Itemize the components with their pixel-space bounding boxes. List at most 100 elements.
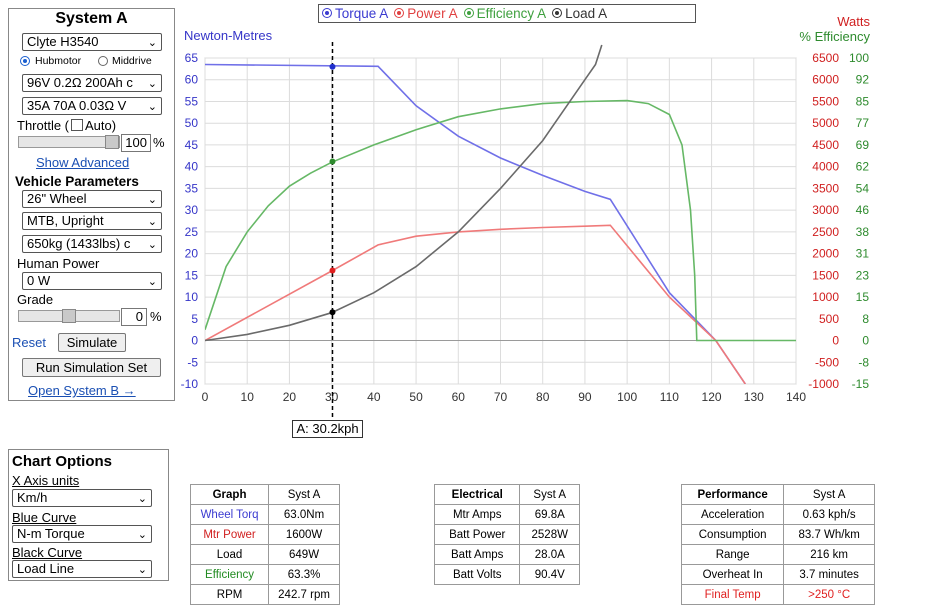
table-row: Batt Amps 28.0A [433,544,580,565]
y-eff-tick-label: 23 [856,268,870,282]
grade-slider[interactable] [18,309,120,323]
y-watts-tick-label: 1500 [812,268,839,282]
simulate-button[interactable]: Simulate [58,333,126,352]
y-watts-tick-label: 5500 [812,94,839,108]
radio-hubmotor[interactable] [20,56,30,66]
elec-label: Mtr Amps [433,504,521,525]
reset-link[interactable]: Reset [12,335,46,350]
legend-item[interactable]: Power A [394,6,458,21]
x-axis-units-select[interactable]: Km/h ⌄ [12,489,152,507]
legend-item[interactable]: Efficiency A [463,6,546,21]
chevron-down-icon: ⌄ [147,194,157,206]
y-watts-tick-label: -500 [815,355,839,369]
marker-dot [329,158,336,165]
blue-curve-value: N-m Torque [17,526,85,541]
chart-options-title: Chart Options [12,453,112,470]
throttle-slider[interactable] [18,135,120,149]
y-left-tick-label: 55 [185,94,199,108]
y-left-tick-label: 45 [185,138,199,152]
blue-curve-select[interactable]: N-m Torque ⌄ [12,525,152,543]
y-left-tick-label: 65 [185,51,199,65]
x-tick-label: 50 [409,390,423,404]
y-eff-tick-label: 54 [856,181,870,195]
electrical-results-table: Electrical Syst A Mtr Amps 69.8A Batt Power 2… [433,484,580,585]
elec-label: Batt Volts [433,564,521,585]
simulation-chart[interactable]: 0 10 20 30 40 50 60 70 80 90 100 110 120 130 140-10-50… [0,0,929,445]
throttle-input[interactable]: 100 [121,134,151,152]
grade-slider-handle[interactable] [62,309,76,323]
y-left-tick-label: 50 [185,116,199,130]
open-system-b-link[interactable]: Open System B → [28,383,136,398]
radio-middrive[interactable] [98,56,108,66]
x-tick-label: 120 [702,390,722,404]
right-axis-title-watts: Watts [837,14,870,29]
y-left-tick-label: 40 [185,160,199,174]
controller-select[interactable]: 35A 70A 0.03Ω V ⌄ [22,97,162,115]
chevron-down-icon: ⌄ [147,78,157,90]
cursor-readout: A: 30.2kph [292,420,363,438]
elec-header-1: Syst A [519,484,580,505]
x-tick-label: 20 [283,390,297,404]
table-row: Final Temp >250 °C [680,584,875,605]
y-watts-tick-label: 0 [832,334,839,348]
battery-select-value: 96V 0.2Ω 200Ah c [27,75,133,90]
marker-dot [329,309,336,316]
human-power-label: Human Power [17,256,100,271]
wheel-select[interactable]: 26" Wheel ⌄ [22,190,162,208]
posture-select[interactable]: MTB, Upright ⌄ [22,212,162,230]
perf-label: Range [680,544,785,565]
chart-grid [204,57,797,385]
chevron-down-icon: ⌄ [137,529,147,541]
marker-dot [329,63,336,70]
human-power-select[interactable]: 0 W ⌄ [22,272,162,290]
performance-results-table: Performance Syst A Acceleration 0.63 kph/s C… [680,484,875,605]
motor-select-value: Clyte H3540 [27,34,99,49]
chevron-down-icon: ⌄ [147,37,157,49]
y-eff-tick-label: 62 [856,160,870,174]
y-left-tick-label: 15 [185,268,199,282]
y-eff-tick-label: 0 [862,334,869,348]
show-advanced-link[interactable]: Show Advanced [36,155,130,170]
y-eff-tick-label: 8 [862,312,869,326]
chevron-down-icon: ⌄ [137,564,147,576]
x-tick-label: 10 [241,390,255,404]
x-tick-label: 100 [617,390,637,404]
grade-input[interactable]: 0 [121,308,147,326]
y-eff-tick-label: -8 [858,355,869,369]
graph-header-1: Syst A [268,484,340,505]
y-eff-tick-label: 46 [856,203,870,217]
table-row: Load 649W [189,544,340,565]
battery-select[interactable]: 96V 0.2Ω 200Ah c ⌄ [22,74,162,92]
grade-percent: % [150,309,162,324]
y-watts-tick-label: 1000 [812,290,839,304]
legend-item[interactable]: Load A [552,6,607,21]
chart-options-panel: Chart Options X Axis units Km/h ⌄ Blue C… [8,449,169,581]
motor-select[interactable]: Clyte H3540 ⌄ [22,33,162,51]
mass-select[interactable]: 650kg (1433lbs) c ⌄ [22,235,162,253]
legend-item[interactable]: Torque A [322,6,388,21]
y-eff-tick-label: 15 [856,290,870,304]
elec-value: 90.4V [519,564,580,585]
graph-value: 63.3% [268,564,340,585]
radio-dot-icon [322,8,332,18]
y-watts-tick-label: 2000 [812,247,839,261]
y-eff-tick-label: 85 [856,94,870,108]
grade-label: Grade [17,292,54,307]
black-curve-select[interactable]: Load Line ⌄ [12,560,152,578]
y-watts-tick-label: -1000 [808,377,839,391]
graph-value: 242.7 rpm [268,584,340,605]
throttle-slider-handle[interactable] [105,135,119,149]
chart-axis-labels: 0 10 20 30 40 50 60 70 80 90 100 110 120 130 140-10-50… [181,51,870,404]
series-line-power-a [205,224,746,384]
run-simulation-set-button[interactable]: Run Simulation Set [22,358,161,377]
system-title: System A [55,10,128,27]
radio-dot-icon [463,8,474,18]
throttle-auto-checkbox[interactable] [71,119,84,131]
y-left-tick-label: 0 [191,334,198,348]
table-row: Batt Volts 90.4V [433,564,580,585]
wheel-select-value: 26" Wheel [27,191,87,206]
y-watts-tick-label: 500 [819,312,839,326]
chart-series [205,44,796,384]
radio-dot-icon [394,8,405,18]
chevron-down-icon: ⌄ [147,239,157,251]
